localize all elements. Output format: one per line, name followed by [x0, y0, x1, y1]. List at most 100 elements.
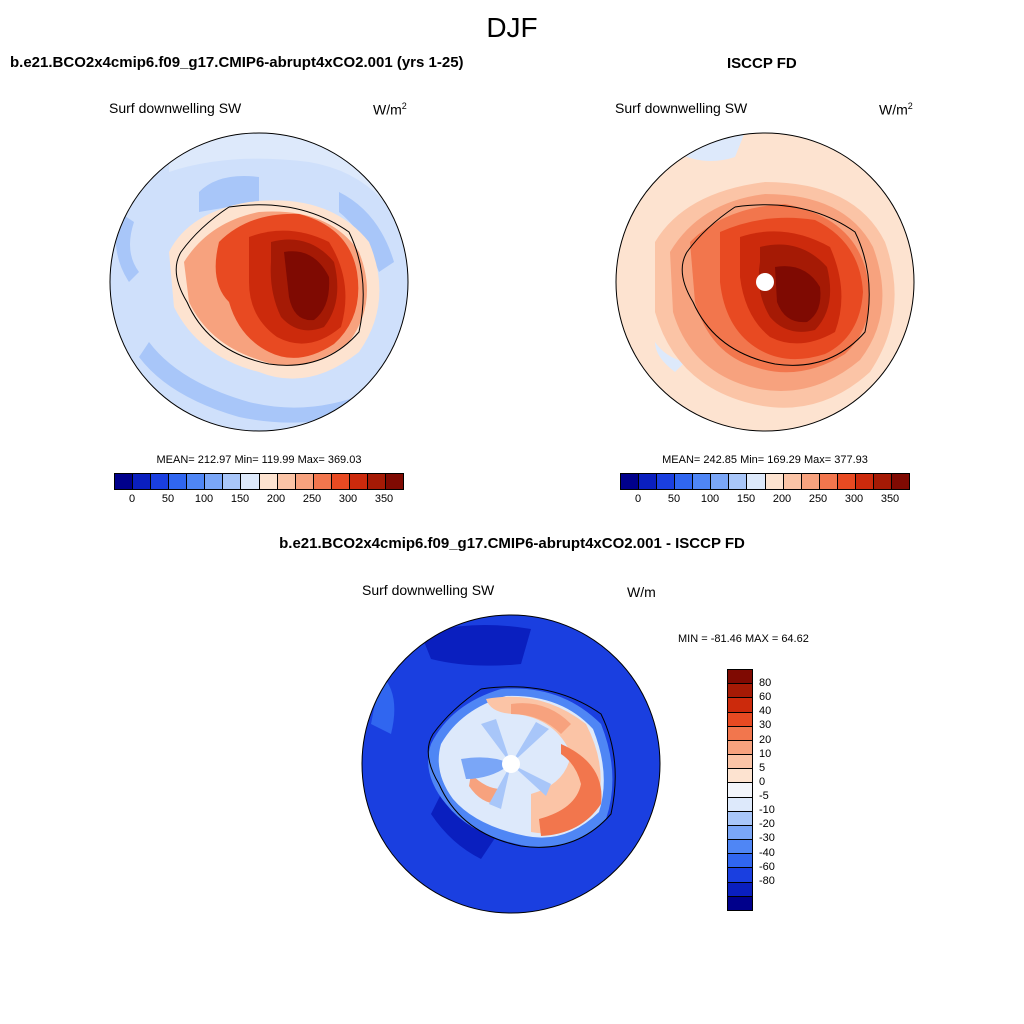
coastline: [427, 686, 616, 848]
colorbar-swatch: [349, 474, 368, 489]
colorbar-swatch: [223, 474, 242, 489]
obs-units-label: W/m2: [879, 101, 913, 118]
colorbar-swatch: [151, 474, 170, 489]
positive-diff-field: [539, 744, 602, 836]
model-colorbar: [114, 473, 404, 490]
colorbar-swatch: [783, 474, 802, 489]
colorbar-swatch: [313, 474, 332, 489]
colorbar-swatch: [205, 474, 224, 489]
colorbar-swatch: [728, 840, 752, 855]
colorbar-swatch: [693, 474, 712, 489]
model-panel-title: b.e21.BCO2x4cmip6.f09_g17.CMIP6-abrupt4x…: [10, 54, 464, 71]
diff-colorbar: [727, 669, 753, 911]
colorbar-swatch: [115, 474, 134, 489]
colorbar-swatch: [729, 474, 748, 489]
colorbar-tick-label: 0: [128, 493, 136, 505]
diff-variable-label: Surf downwelling SW: [362, 582, 495, 598]
colorbar-swatch: [675, 474, 694, 489]
colorbar-tick-label: 0: [634, 493, 642, 505]
model-polar-map: [109, 132, 409, 432]
colorbar-swatch: [855, 474, 874, 489]
max-sw-core: [284, 251, 330, 321]
colorbar-tick-label: 80: [759, 677, 772, 690]
colorbar-swatch: [728, 811, 752, 826]
obs-stats: MEAN= 242.85 Min= 169.29 Max= 377.93: [662, 454, 868, 466]
colorbar-swatch: [728, 783, 752, 798]
model-variable-label: Surf downwelling SW: [109, 100, 242, 116]
colorbar-tick-label: -20: [759, 818, 775, 831]
colorbar-tick-label: -60: [759, 860, 775, 873]
colorbar-tick-label: 150: [736, 493, 756, 505]
colorbar-swatch: [187, 474, 206, 489]
colorbar-tick-label: 300: [338, 493, 358, 505]
colorbar-swatch: [385, 474, 403, 489]
pole-hole: [756, 273, 774, 291]
colorbar-tick-label: 250: [302, 493, 322, 505]
colorbar-swatch: [277, 474, 296, 489]
model-units-label: W/m2: [373, 101, 407, 118]
coastline: [681, 204, 870, 366]
coastline: [175, 204, 364, 366]
colorbar-swatch: [747, 474, 766, 489]
diff-panel-title: b.e21.BCO2x4cmip6.f09_g17.CMIP6-abrupt4x…: [279, 535, 745, 552]
colorbar-swatch: [621, 474, 640, 489]
colorbar-swatch: [801, 474, 820, 489]
colorbar-swatch: [819, 474, 838, 489]
colorbar-swatch: [728, 698, 752, 713]
colorbar-tick-label: 350: [374, 493, 394, 505]
colorbar-tick-label: 20: [759, 733, 772, 746]
colorbar-tick-label: 200: [772, 493, 792, 505]
diff-units-label: W/m: [627, 584, 656, 600]
colorbar-tick-label: 350: [880, 493, 900, 505]
colorbar-tick-label: 50: [161, 493, 175, 505]
model-stats: MEAN= 212.97 Min= 119.99 Max= 369.03: [156, 454, 362, 466]
colorbar-tick-label: 10: [759, 747, 772, 760]
diff-polar-map: [361, 614, 661, 914]
colorbar-tick-label: 0: [759, 775, 766, 788]
colorbar-tick-label: -40: [759, 846, 775, 859]
colorbar-swatch: [639, 474, 658, 489]
colorbar-swatch: [728, 882, 752, 897]
colorbar-swatch: [837, 474, 856, 489]
obs-variable-label: Surf downwelling SW: [615, 100, 748, 116]
colorbar-tick-label: -10: [759, 804, 775, 817]
colorbar-swatch: [891, 474, 909, 489]
colorbar-swatch: [728, 726, 752, 741]
colorbar-tick-label: -5: [759, 790, 769, 803]
colorbar-swatch: [728, 755, 752, 770]
colorbar-tick-label: 30: [759, 719, 772, 732]
colorbar-tick-label: 40: [759, 705, 772, 718]
colorbar-swatch: [765, 474, 784, 489]
colorbar-tick-label: 200: [266, 493, 286, 505]
colorbar-swatch: [367, 474, 386, 489]
colorbar-tick-label: -30: [759, 832, 775, 845]
colorbar-tick-label: -80: [759, 874, 775, 887]
colorbar-swatch: [728, 712, 752, 727]
colorbar-swatch: [169, 474, 188, 489]
obs-colorbar: [620, 473, 910, 490]
diff-stats: MIN = -81.46 MAX = 64.62: [678, 633, 809, 645]
colorbar-tick-label: 100: [194, 493, 214, 505]
colorbar-swatch: [711, 474, 730, 489]
season-title: DJF: [486, 12, 538, 43]
colorbar-swatch: [873, 474, 892, 489]
pole-hole: [502, 755, 520, 773]
colorbar-tick-label: 250: [808, 493, 828, 505]
colorbar-swatch: [295, 474, 314, 489]
obs-polar-map: [615, 132, 915, 432]
colorbar-tick-label: 60: [759, 691, 772, 704]
colorbar-tick-label: 100: [700, 493, 720, 505]
colorbar-swatch: [728, 896, 752, 910]
colorbar-tick-label: 150: [230, 493, 250, 505]
colorbar-swatch: [728, 769, 752, 784]
colorbar-swatch: [728, 868, 752, 883]
colorbar-swatch: [728, 670, 752, 685]
colorbar-swatch: [728, 740, 752, 756]
colorbar-tick-label: 300: [844, 493, 864, 505]
colorbar-swatch: [728, 825, 752, 841]
colorbar-swatch: [133, 474, 152, 489]
colorbar-swatch: [241, 474, 260, 489]
colorbar-swatch: [331, 474, 350, 489]
colorbar-swatch: [728, 797, 752, 812]
obs-panel-title: ISCCP FD: [727, 55, 797, 72]
